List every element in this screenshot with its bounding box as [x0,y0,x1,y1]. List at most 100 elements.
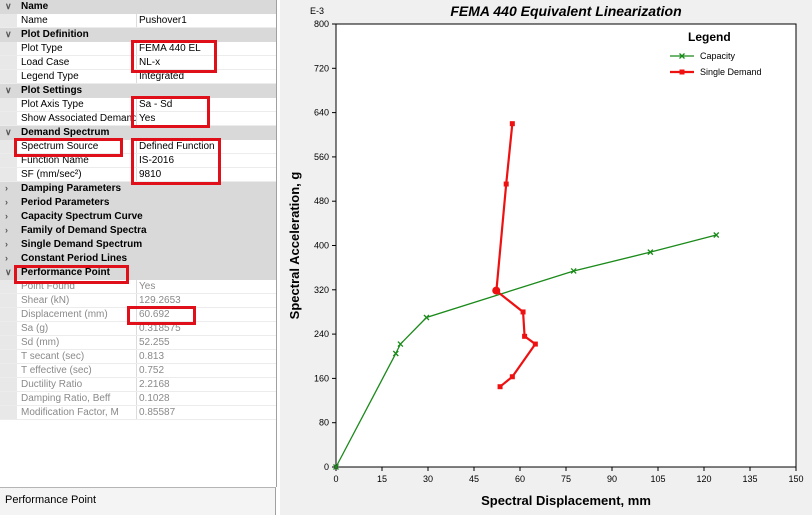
expand-chevron-icon[interactable]: › [5,225,8,235]
property-row-modification-factor-m[interactable]: Modification Factor, M 0.85587 [0,406,276,420]
property-row-damping-ratio-beff[interactable]: Damping Ratio, Beff 0.1028 [0,392,276,406]
x-tick-label: 15 [377,474,387,484]
property-row-sa-g[interactable]: Sa (g) 0.318575 [0,322,276,336]
property-label: Sa (g) [21,323,49,334]
status-text: Performance Point [5,494,97,506]
legend-entry-capacity: Capacity [700,51,736,61]
collapse-chevron-icon[interactable]: ∨ [5,267,12,277]
property-value: 0.318575 [139,323,181,334]
property-value: Yes [139,281,156,292]
property-row-t-effective-sec[interactable]: T effective (sec) 0.752 [0,364,276,378]
demand-point-marker [532,341,538,347]
property-row-sf-mm-sec[interactable]: SF (mm/sec²) 9810 [0,168,276,182]
property-label: SF (mm/sec²) [21,169,82,180]
expand-chevron-icon[interactable]: › [5,253,8,263]
property-value: 129.2653 [139,295,181,306]
x-tick-label: 90 [607,474,617,484]
capacity-point-marker [397,341,404,348]
status-bar: Performance Point [0,487,276,515]
property-value[interactable]: NL-x [139,57,161,68]
property-value[interactable]: Yes [139,113,156,124]
category-name[interactable]: ∨ Name [0,0,276,14]
capacity-point-marker [423,314,430,321]
property-value: 0.752 [139,365,165,376]
demand-point-marker [509,121,515,127]
expand-chevron-icon[interactable]: › [5,197,8,207]
legend-marker-square [679,69,685,75]
property-row-displacement-mm[interactable]: Displacement (mm) 60.692 [0,308,276,322]
collapse-chevron-icon[interactable]: ∨ [5,29,12,39]
y-axis-multiplier: E-3 [310,6,324,16]
collapse-chevron-icon[interactable]: ∨ [5,127,12,137]
property-row-spectrum-source[interactable]: Spectrum Source Defined Function [0,140,276,154]
demand-point-marker [522,333,528,339]
x-tick-label: 0 [333,474,338,484]
x-tick-label: 30 [423,474,433,484]
x-tick-label: 150 [788,474,803,484]
category-period-parameters[interactable]: › Period Parameters [0,196,276,210]
property-label: Plot Settings [21,85,83,96]
demand-point-marker [509,374,515,380]
property-label: Period Parameters [21,197,110,208]
property-row-ductility-ratio[interactable]: Ductility Ratio 2.2168 [0,378,276,392]
property-row-legend-type[interactable]: Legend Type Integrated [0,70,276,84]
category-demand-spectrum[interactable]: ∨ Demand Spectrum [0,126,276,140]
category-family-of-demand-spectra[interactable]: › Family of Demand Spectra [0,224,276,238]
property-label: Load Case [21,57,70,68]
category-performance-point[interactable]: ∨ Performance Point [0,266,276,280]
category-capacity-spectrum-curve[interactable]: › Capacity Spectrum Curve [0,210,276,224]
legend-entry-single-demand: Single Demand [700,67,762,77]
property-label: Ductility Ratio [21,379,83,390]
property-row-show-associated-demand[interactable]: Show Associated Demand Yes [0,112,276,126]
property-label: Spectrum Source [21,141,99,152]
property-label: Damping Ratio, Beff [21,393,111,404]
category-plot-settings[interactable]: ∨ Plot Settings [0,84,276,98]
property-value[interactable]: Integrated [139,71,185,82]
capacity-point-marker [713,232,720,238]
property-row-plot-type[interactable]: Plot Type FEMA 440 EL [0,42,276,56]
chart-panel: 0 15 30 45 60 75 90 105 120 135 150 0 80 160 240 320 400… [280,0,812,515]
property-label: Modification Factor, M [21,407,119,418]
property-row-sd-mm[interactable]: Sd (mm) 52.255 [0,336,276,350]
category-plot-definition[interactable]: ∨ Plot Definition [0,28,276,42]
expand-chevron-icon[interactable]: › [5,211,8,221]
y-tick-label: 320 [314,285,329,295]
property-value[interactable]: Defined Function [139,141,215,152]
property-value[interactable]: 9810 [139,169,162,180]
collapse-chevron-icon[interactable]: ∨ [5,1,12,11]
property-label: Legend Type [21,71,79,82]
property-value[interactable]: FEMA 440 EL [139,43,201,54]
expand-chevron-icon[interactable]: › [5,239,8,249]
property-value[interactable]: IS-2016 [139,155,175,166]
property-row-load-case[interactable]: Load Case NL-x [0,56,276,70]
property-label: Damping Parameters [21,183,122,194]
category-damping-parameters[interactable]: › Damping Parameters [0,182,276,196]
x-tick-label: 45 [469,474,479,484]
property-row-function-name[interactable]: Function Name IS-2016 [0,154,276,168]
performance-point-marker [492,286,501,295]
property-label: Name [21,15,48,26]
expand-chevron-icon[interactable]: › [5,183,8,193]
capacity-point-marker [333,464,339,470]
property-row-point-found[interactable]: Point Found Yes [0,280,276,294]
property-row-plot-axis-type[interactable]: Plot Axis Type Sa - Sd [0,98,276,112]
category-constant-period-lines[interactable]: › Constant Period Lines [0,252,276,266]
property-row-t-secant-sec[interactable]: T secant (sec) 0.813 [0,350,276,364]
y-axis-label: Spectral Acceleration, g [287,172,302,320]
property-label: Function Name [21,155,89,166]
property-value[interactable]: Pushover1 [139,15,187,26]
plot-area [335,23,797,468]
y-tick-label: 160 [314,373,329,383]
property-row-shear-kn[interactable]: Shear (kN) 129.2653 [0,294,276,308]
y-tick-label: 80 [319,418,329,428]
x-axis-label: Spectral Displacement, mm [481,493,651,508]
category-single-demand-spectrum[interactable]: › Single Demand Spectrum [0,238,276,252]
property-value[interactable]: Sa - Sd [139,99,173,110]
property-row-name[interactable]: Name Pushover1 [0,14,276,28]
y-tick-label: 560 [314,152,329,162]
collapse-chevron-icon[interactable]: ∨ [5,85,12,95]
property-label: Demand Spectrum [21,127,110,138]
property-value: 0.1028 [139,393,170,404]
property-label: Single Demand Spectrum [21,239,143,250]
property-label: Point Found [21,281,75,292]
